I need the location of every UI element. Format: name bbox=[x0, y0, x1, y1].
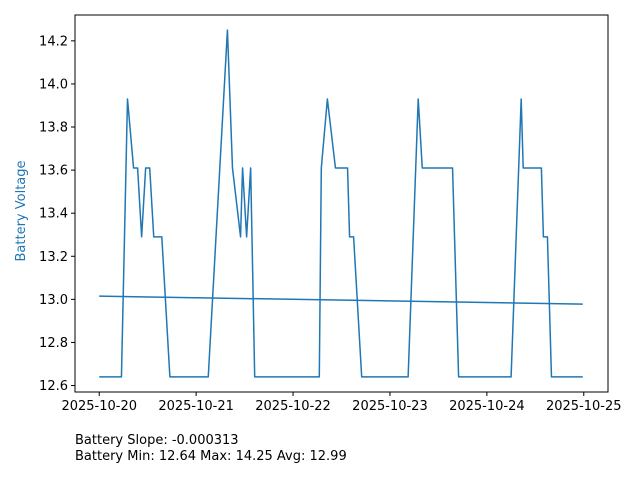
plot-area bbox=[75, 15, 608, 392]
y-tick-label: 12.6 bbox=[39, 379, 68, 394]
x-tick-label: 2025-10-21 bbox=[158, 399, 234, 414]
y-tick-label: 14.0 bbox=[39, 77, 68, 92]
x-tick-label: 2025-10-23 bbox=[352, 399, 428, 414]
trend-line bbox=[99, 295, 583, 305]
x-tick-label: 2025-10-24 bbox=[449, 399, 525, 414]
y-axis-label: Battery Voltage bbox=[14, 160, 29, 261]
y-tick-label: 13.4 bbox=[39, 207, 68, 222]
series-layer bbox=[99, 29, 583, 378]
y-tick-label: 12.8 bbox=[39, 336, 68, 351]
x-axis: 2025-10-20 2025-10-21 2025-10-22 2025-10-23… bbox=[61, 392, 622, 414]
x-tick-label: 2025-10-22 bbox=[255, 399, 331, 414]
battery-slope-text: Battery Slope: -0.000313 bbox=[75, 433, 239, 448]
battery-range-text: Battery Min: 12.64 Max: 14.25 Avg: 12.99 bbox=[75, 449, 347, 464]
y-tick-label: 13.8 bbox=[39, 121, 68, 136]
y-tick-label: 14.2 bbox=[39, 34, 68, 49]
y-tick-label: 13.0 bbox=[39, 293, 68, 308]
y-tick-label: 13.6 bbox=[39, 164, 68, 179]
x-tick-label: 2025-10-25 bbox=[546, 399, 622, 414]
x-tick-label: 2025-10-20 bbox=[61, 399, 137, 414]
battery-voltage-line bbox=[99, 29, 583, 378]
y-axis: 12.6 12.8 13.0 13.2 13.4 13.6 13.8 14.0 14.2 bbox=[39, 34, 75, 394]
y-tick-label: 13.2 bbox=[39, 250, 68, 265]
plot-frame bbox=[74, 14, 609, 393]
